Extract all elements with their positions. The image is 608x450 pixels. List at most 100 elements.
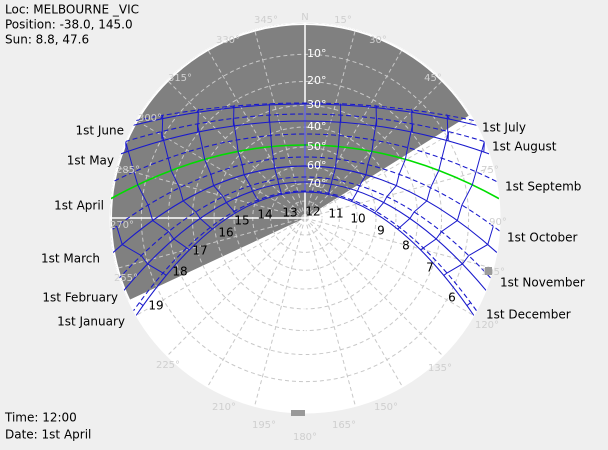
grid: [110, 23, 500, 413]
azimuth-spoke: [304, 120, 475, 219]
azimuth-spoke: [254, 217, 306, 407]
azimuth-spoke: [166, 79, 306, 219]
sun-marker: [291, 410, 305, 416]
azimuth-label: 15°: [334, 15, 352, 26]
hour-label: 8: [402, 239, 410, 253]
month-path: [113, 133, 497, 182]
azimuth-spoke: [304, 167, 494, 219]
azimuth-label: 30°: [369, 35, 387, 46]
azimuth-spoke: [135, 120, 306, 219]
month-label: 1st February: [42, 291, 118, 305]
hour-line: [139, 302, 144, 306]
altitude-label: 20°: [307, 74, 327, 87]
hour-line: [196, 108, 236, 214]
hour-label: 13: [282, 206, 297, 220]
hour-line: [125, 141, 190, 251]
hour-label: 12: [305, 205, 320, 219]
labels: N 15° 30° 45° 75° 90° 105° 120° 135° 150° 165° 180°…: [41, 12, 585, 443]
azimuth-label: 315°: [168, 73, 192, 84]
hour-label: 16: [218, 226, 233, 240]
month-label: 1st March: [41, 252, 100, 266]
hour-line: [327, 103, 342, 195]
hour-line: [397, 113, 450, 230]
azimuth-spoke: [304, 79, 444, 219]
azimuth-label: 135°: [428, 363, 452, 374]
hour-line: [420, 141, 485, 251]
azimuth-label: 150°: [374, 402, 398, 413]
azimuth-label: 75°: [481, 165, 499, 176]
azimuth-label: 285°: [116, 165, 140, 176]
azimuth-label: 105°: [481, 267, 505, 278]
date: Date: 1st April: [5, 428, 91, 442]
azimuth-label: 330°: [216, 35, 240, 46]
altitude-label: 10°: [307, 47, 327, 60]
azimuth-spoke: [304, 217, 444, 357]
azimuth-label: 300°: [138, 113, 162, 124]
sun-paths: [110, 102, 500, 316]
hour-label: 10: [350, 212, 365, 226]
location: Loc: MELBOURNE _VIC: [5, 3, 139, 17]
hour-label: 18: [172, 265, 187, 279]
altitude-label: 60°: [307, 159, 327, 172]
azimuth-spoke: [116, 167, 306, 219]
azimuth-spoke: [304, 48, 403, 219]
month-label: 1st November: [500, 276, 585, 290]
month-label: 1st Septemb: [505, 180, 581, 194]
hour-line: [374, 108, 414, 214]
azimuth-spoke: [116, 217, 306, 269]
month-label: 1st October: [507, 231, 577, 245]
azimuth-label: 345°: [254, 15, 278, 26]
azimuth-label: 255°: [114, 273, 138, 284]
hour-label: 6: [448, 291, 456, 305]
month-label: 1st August: [492, 140, 557, 154]
azimuth-spoke: [254, 29, 306, 219]
altitude-label: 40°: [307, 120, 327, 133]
month-label: 1st April: [54, 199, 104, 213]
sun-marker: [485, 267, 492, 275]
hour-label: 9: [377, 224, 385, 238]
azimuth-label: 45°: [424, 73, 442, 84]
hour-label: 15: [234, 214, 249, 228]
azimuth-label: 90°: [489, 217, 507, 228]
azimuth-spoke: [304, 217, 356, 407]
azimuth-spoke: [207, 217, 306, 388]
azimuth-label: 165°: [332, 420, 356, 431]
hour-line: [116, 226, 167, 276]
azimuth-spoke: [166, 217, 306, 357]
azimuth-spoke: [304, 29, 356, 219]
hour-line: [160, 113, 213, 230]
azimuth-label: 270°: [110, 220, 134, 231]
time: Time: 12:00: [4, 411, 77, 425]
hour-line: [268, 103, 283, 195]
hour-line: [443, 226, 494, 276]
altitude-label: 30°: [307, 98, 327, 111]
month-label: 1st July: [482, 121, 526, 135]
hour-line: [232, 104, 260, 202]
azimuth-spoke: [304, 217, 475, 316]
position: Position: -38.0, 145.0: [5, 18, 133, 32]
month-path: [135, 191, 475, 316]
sun-position: Sun: 8.8, 47.6: [5, 33, 89, 47]
month-path: [125, 113, 485, 143]
hour-line: [350, 104, 378, 202]
azimuth-label: 225°: [156, 360, 180, 371]
altitude-label: 70°: [307, 177, 327, 190]
azimuth-label: N: [301, 12, 308, 23]
azimuth-spoke: [207, 48, 306, 219]
azimuth-spoke: [135, 217, 306, 316]
azimuth-spoke: [304, 217, 403, 388]
month-label: 1st January: [57, 315, 125, 329]
azimuth-label: 195°: [252, 420, 276, 431]
altitude-label: 50°: [307, 140, 327, 153]
azimuth-spoke: [304, 217, 494, 269]
month-label: 1st December: [486, 308, 571, 322]
hour-label: 11: [328, 207, 343, 221]
hour-label: 14: [257, 208, 272, 222]
hour-label: 17: [192, 244, 207, 258]
azimuth-label: 210°: [212, 402, 236, 413]
hour-label: 7: [426, 261, 434, 275]
month-label: 1st June: [75, 124, 124, 138]
azimuth-label: 120°: [475, 320, 499, 331]
azimuth-label: 180°: [293, 432, 317, 443]
